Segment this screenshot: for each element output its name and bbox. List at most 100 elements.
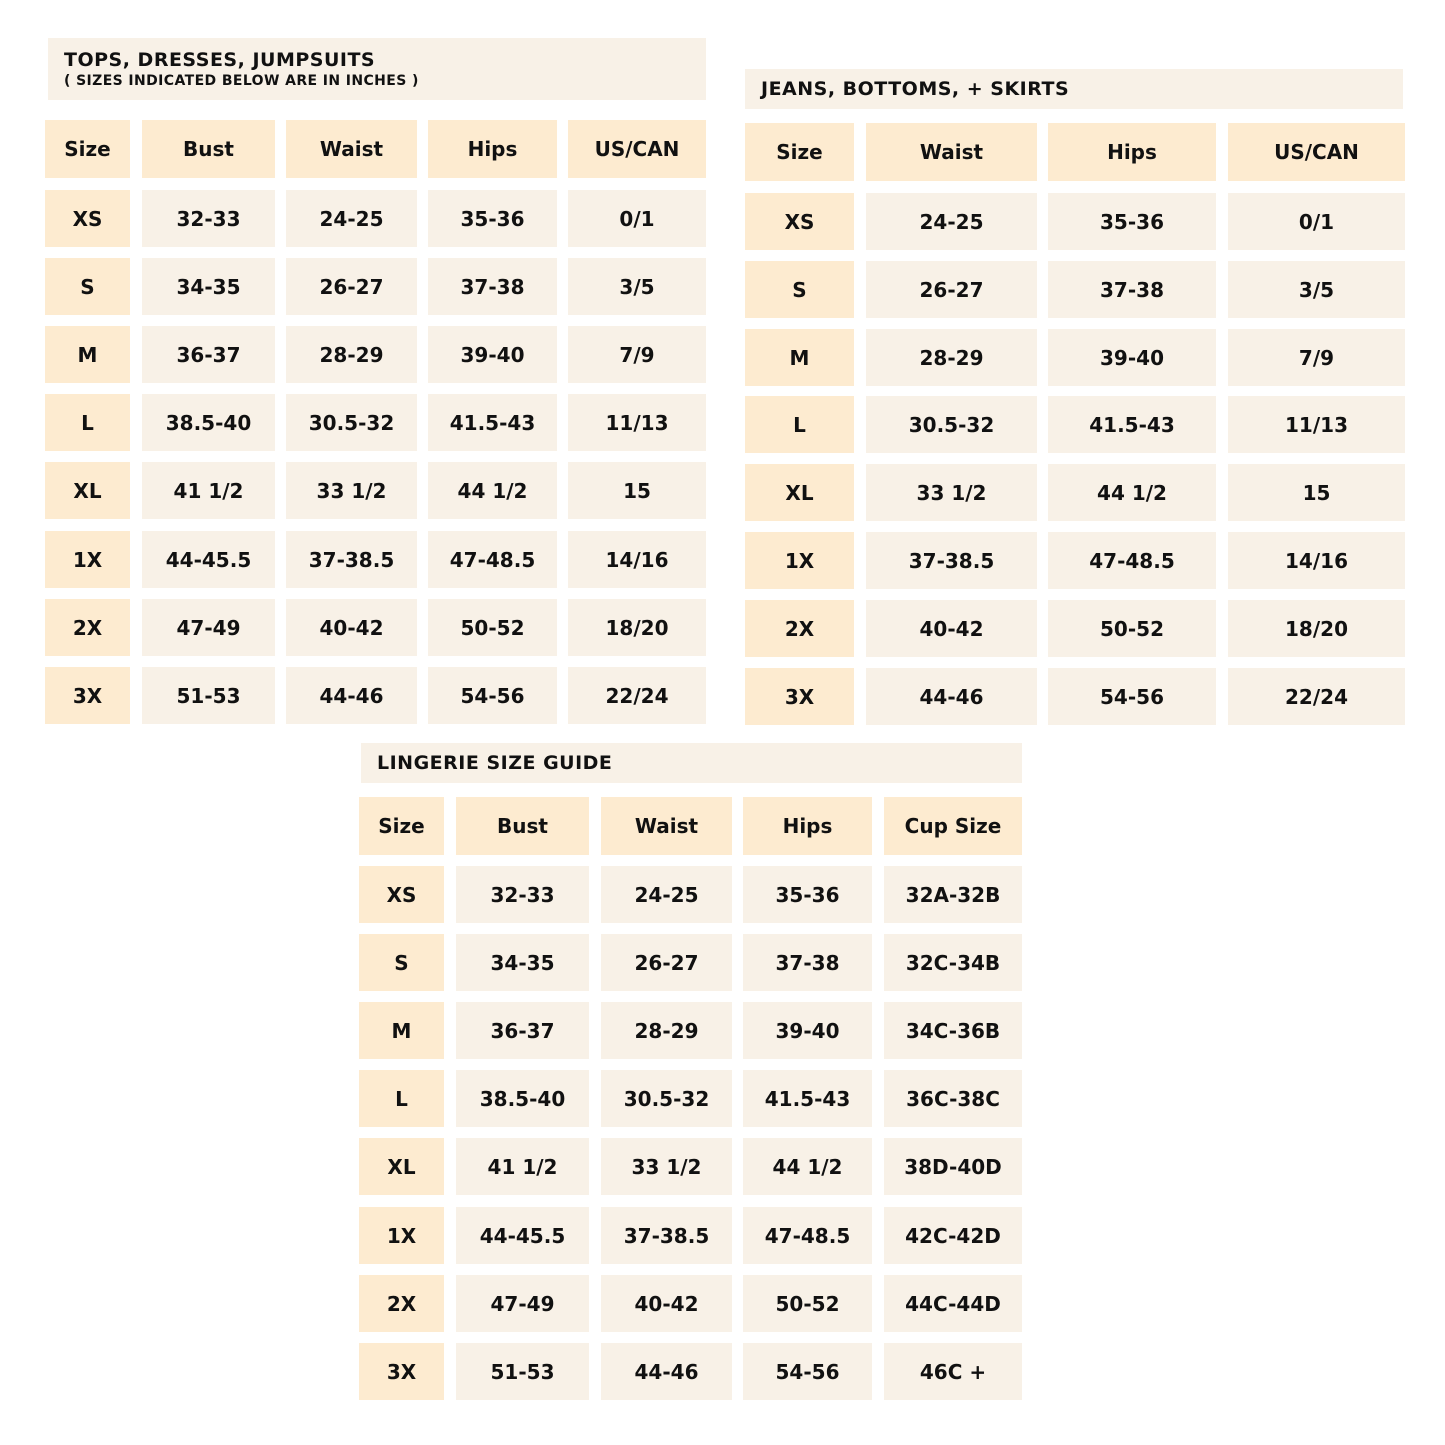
table-cell: 40-42 — [286, 599, 417, 656]
table-cell: 34C-36B — [884, 1002, 1022, 1059]
size-label: XS — [45, 190, 130, 247]
table-title: JEANS, BOTTOMS, + SKIRTS — [761, 78, 1070, 100]
table-cell: 35-36 — [1048, 193, 1216, 250]
table-cell: 41.5-43 — [1048, 396, 1216, 453]
table-cell: 32C-34B — [884, 934, 1022, 991]
table-cell: 47-49 — [456, 1275, 589, 1332]
table-cell: 32-33 — [142, 190, 275, 247]
table-cell: 30.5-32 — [286, 394, 417, 451]
size-label: S — [745, 261, 854, 318]
table-cell: 33 1/2 — [601, 1138, 732, 1195]
table-cell: 44 1/2 — [428, 462, 557, 519]
column-header: Waist — [286, 120, 417, 178]
table-cell: 47-49 — [142, 599, 275, 656]
table-cell: 18/20 — [568, 599, 706, 656]
table-cell: 26-27 — [601, 934, 732, 991]
column-header: Size — [359, 797, 444, 855]
table-title: LINGERIE SIZE GUIDE — [377, 752, 613, 774]
size-label: XS — [745, 193, 854, 250]
size-label: M — [45, 326, 130, 383]
size-label: 2X — [745, 600, 854, 657]
table-cell: 44-46 — [601, 1343, 732, 1400]
table-cell: 50-52 — [428, 599, 557, 656]
column-header: US/CAN — [568, 120, 706, 178]
table-cell: 50-52 — [1048, 600, 1216, 657]
column-header: Size — [45, 120, 130, 178]
size-label: L — [745, 396, 854, 453]
table-cell: 3/5 — [1228, 261, 1405, 318]
table-cell: 36C-38C — [884, 1070, 1022, 1127]
table-cell: 41.5-43 — [428, 394, 557, 451]
column-header: Cup Size — [884, 797, 1022, 855]
table-cell: 44 1/2 — [1048, 464, 1216, 521]
table-cell: 30.5-32 — [866, 396, 1037, 453]
size-label: 2X — [359, 1275, 444, 1332]
table-title-box: TOPS, DRESSES, JUMPSUITS ( SIZES INDICATE… — [48, 38, 706, 100]
size-label: L — [45, 394, 130, 451]
size-label: 2X — [45, 599, 130, 656]
table-cell: 44-46 — [866, 668, 1037, 725]
table-cell: 32-33 — [456, 866, 589, 923]
size-label: 1X — [745, 532, 854, 589]
table-cell: 40-42 — [866, 600, 1037, 657]
size-label: S — [359, 934, 444, 991]
table-title-box: JEANS, BOTTOMS, + SKIRTS — [745, 69, 1403, 109]
table-cell: 24-25 — [601, 866, 732, 923]
size-label: 3X — [745, 668, 854, 725]
table-cell: 34-35 — [142, 258, 275, 315]
table-cell: 36-37 — [456, 1002, 589, 1059]
table-cell: 39-40 — [428, 326, 557, 383]
table-cell: 24-25 — [286, 190, 417, 247]
table-cell: 11/13 — [568, 394, 706, 451]
size-label: 3X — [359, 1343, 444, 1400]
table-cell: 54-56 — [743, 1343, 872, 1400]
table-cell: 51-53 — [142, 667, 275, 724]
table-cell: 47-48.5 — [743, 1207, 872, 1264]
table-cell: 26-27 — [866, 261, 1037, 318]
table-cell: 28-29 — [286, 326, 417, 383]
size-label: S — [45, 258, 130, 315]
table-cell: 47-48.5 — [1048, 532, 1216, 589]
table-cell: 32A-32B — [884, 866, 1022, 923]
table-cell: 44-45.5 — [456, 1207, 589, 1264]
table-cell: 41 1/2 — [142, 462, 275, 519]
table-cell: 54-56 — [428, 667, 557, 724]
table-cell: 50-52 — [743, 1275, 872, 1332]
size-label: M — [745, 329, 854, 386]
size-label: XL — [359, 1138, 444, 1195]
table-cell: 37-38.5 — [601, 1207, 732, 1264]
table-cell: 38.5-40 — [456, 1070, 589, 1127]
table-cell: 41.5-43 — [743, 1070, 872, 1127]
table-cell: 44-45.5 — [142, 531, 275, 588]
table-cell: 0/1 — [1228, 193, 1405, 250]
table-cell: 47-48.5 — [428, 531, 557, 588]
table-cell: 40-42 — [601, 1275, 732, 1332]
table-cell: 44-46 — [286, 667, 417, 724]
table-cell: 38D-40D — [884, 1138, 1022, 1195]
column-header: Hips — [1048, 123, 1216, 181]
table-cell: 37-38.5 — [866, 532, 1037, 589]
column-header: Bust — [456, 797, 589, 855]
table-cell: 28-29 — [601, 1002, 732, 1059]
table-cell: 37-38 — [428, 258, 557, 315]
table-cell: 14/16 — [1228, 532, 1405, 589]
table-cell: 39-40 — [1048, 329, 1216, 386]
table-cell: 44 1/2 — [743, 1138, 872, 1195]
size-label: 1X — [45, 531, 130, 588]
table-cell: 39-40 — [743, 1002, 872, 1059]
table-cell: 46C + — [884, 1343, 1022, 1400]
column-header: Waist — [601, 797, 732, 855]
table-cell: 26-27 — [286, 258, 417, 315]
table-cell: 37-38 — [1048, 261, 1216, 318]
table-cell: 11/13 — [1228, 396, 1405, 453]
size-label: M — [359, 1002, 444, 1059]
table-cell: 51-53 — [456, 1343, 589, 1400]
table-cell: 34-35 — [456, 934, 589, 991]
size-label: 1X — [359, 1207, 444, 1264]
table-cell: 28-29 — [866, 329, 1037, 386]
table-cell: 15 — [568, 462, 706, 519]
table-cell: 7/9 — [568, 326, 706, 383]
column-header: Waist — [866, 123, 1037, 181]
table-cell: 22/24 — [568, 667, 706, 724]
column-header: Size — [745, 123, 854, 181]
